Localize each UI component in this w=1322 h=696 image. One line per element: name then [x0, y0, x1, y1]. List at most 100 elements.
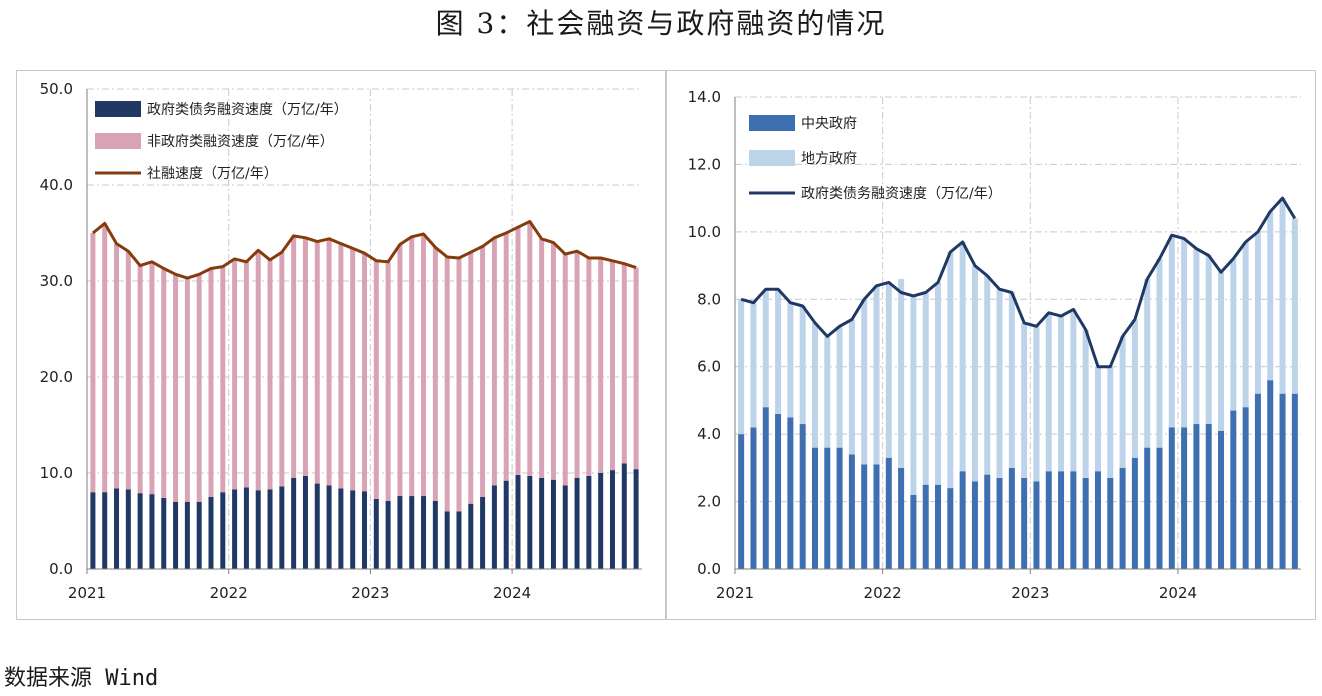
bar-bottom — [1242, 407, 1249, 569]
bar-bottom — [910, 494, 917, 569]
left-chart-panel: 0.0 10.0 20.0 30.0 40.0 50.0 2021 2022 2023 2024 政… — [16, 70, 666, 620]
bar-top — [1181, 238, 1188, 428]
bar-top — [232, 258, 238, 490]
bar-bottom — [444, 511, 450, 569]
bar-bottom — [586, 475, 592, 569]
bar-top — [314, 241, 320, 484]
bar-top — [503, 233, 509, 481]
bar-top — [836, 326, 843, 448]
bar-bottom — [1058, 471, 1065, 569]
bar-bottom — [1279, 393, 1286, 569]
bar-top — [432, 247, 438, 501]
y-tick-label: 50.0 — [40, 80, 73, 98]
bar-top — [609, 260, 615, 471]
bar-top — [385, 261, 391, 501]
bar-bottom — [1291, 393, 1298, 569]
bar-bottom — [409, 496, 415, 569]
bar-bottom — [362, 491, 367, 569]
y-tick-label: 40.0 — [40, 176, 73, 194]
bar-top — [255, 250, 261, 491]
bar-top — [1008, 292, 1015, 468]
legend-label: 地方政府 — [801, 151, 857, 167]
bar-top — [1070, 309, 1077, 472]
bar-bottom — [738, 434, 745, 569]
bar-bottom — [574, 477, 580, 569]
y-tick-label: 10.0 — [688, 223, 721, 241]
bar-top — [1058, 316, 1065, 472]
bar-bottom — [799, 424, 806, 569]
bar-top — [910, 295, 917, 495]
source-note: 数据来源 Wind — [4, 666, 159, 691]
x-tick-label: 2022 — [864, 584, 902, 602]
bar-bottom — [873, 464, 880, 569]
legend-label: 政府类债务融资速度（万亿/年） — [801, 186, 1002, 202]
bar-top — [291, 235, 297, 478]
bar-bottom — [468, 503, 474, 569]
bar-top — [775, 289, 782, 414]
bar-top — [373, 260, 379, 499]
bar-bottom — [1144, 447, 1151, 569]
bar-bottom — [1008, 467, 1015, 569]
bar-bottom — [959, 471, 966, 569]
bar-top — [811, 322, 818, 448]
bar-bottom — [491, 485, 497, 569]
bar-bottom — [480, 497, 486, 569]
bar-top — [1242, 241, 1249, 408]
y-tick-label: 0.0 — [697, 560, 721, 578]
y-tick-label: 14.0 — [688, 88, 721, 106]
bar-top — [996, 289, 1003, 478]
bar-top — [1119, 336, 1126, 468]
bar-top — [550, 242, 556, 480]
bar-bottom — [385, 500, 391, 569]
x-tick-label: 2023 — [351, 584, 389, 602]
bar-bottom — [609, 470, 615, 569]
bar-bottom — [279, 486, 285, 569]
bar-top — [149, 261, 155, 495]
legend: 政府类债务融资速度（万亿/年） 非政府类融资速度（万亿/年） 社融速度（万亿/年） — [95, 101, 348, 182]
bar-top — [527, 221, 533, 476]
bar-bottom — [515, 474, 521, 569]
y-tick-label: 10.0 — [40, 464, 73, 482]
legend-label: 非政府类融资速度（万亿/年） — [147, 134, 334, 150]
bar-top — [491, 237, 497, 486]
bar-top — [302, 237, 308, 476]
bar-top — [574, 251, 580, 478]
x-tick-label: 2024 — [493, 584, 531, 602]
bar-top — [750, 302, 757, 428]
bar-top — [125, 251, 131, 490]
bar-bottom — [984, 474, 991, 569]
bar-bottom — [598, 473, 604, 569]
bar-top — [444, 257, 450, 512]
bar-bottom — [255, 490, 261, 569]
series-line — [91, 220, 637, 280]
bar-bottom — [114, 488, 120, 569]
bar-top — [409, 236, 415, 497]
bar-top — [1254, 231, 1261, 394]
bar-bottom — [302, 475, 308, 569]
bar-top — [984, 275, 991, 475]
bar-bottom — [173, 501, 179, 569]
bar-top — [787, 302, 794, 418]
bar-top — [1205, 255, 1212, 425]
bar-top — [898, 279, 905, 468]
bar-top — [1045, 312, 1052, 472]
bar-bottom — [787, 417, 794, 569]
bar-top — [922, 292, 929, 485]
bar-bottom — [232, 489, 238, 569]
series-line — [740, 196, 1297, 369]
right-chart-panel: 0.0 2.0 4.0 6.0 8.0 10.0 12.0 14.0 2021 2022 2023 2… — [666, 70, 1316, 620]
bar-bottom — [102, 492, 108, 569]
bar-bottom — [1033, 481, 1040, 569]
x-tick-label: 2021 — [68, 584, 106, 602]
bar-bottom — [996, 477, 1003, 569]
bar-bottom — [184, 501, 190, 569]
bar-bottom — [267, 489, 273, 569]
bar-top — [421, 233, 427, 497]
bar-top — [184, 278, 190, 502]
bar-bottom — [1021, 477, 1028, 569]
bar-top — [161, 268, 167, 498]
bar-bottom — [848, 454, 855, 569]
bar-top — [586, 257, 592, 476]
bar-bottom — [762, 407, 769, 569]
